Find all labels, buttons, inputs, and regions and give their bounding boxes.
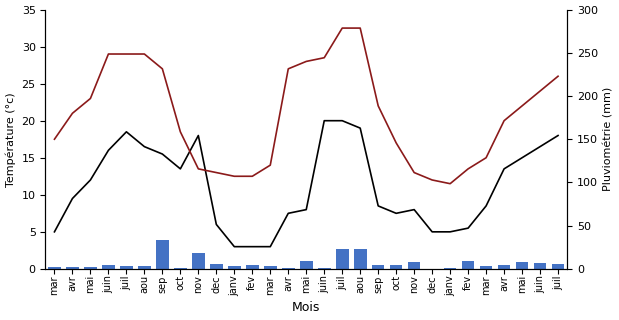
Bar	[444, 268, 456, 269]
Bar	[102, 265, 115, 269]
Y-axis label: Température (°c): Température (°c)	[6, 92, 16, 187]
Bar	[192, 253, 205, 269]
Bar	[462, 261, 474, 269]
Bar	[372, 265, 384, 269]
Bar	[264, 266, 277, 269]
Bar	[282, 268, 295, 269]
Bar	[228, 266, 241, 269]
Bar	[84, 267, 97, 269]
Bar	[354, 249, 366, 269]
Bar	[318, 268, 331, 269]
X-axis label: Mois: Mois	[292, 301, 321, 315]
Bar	[120, 266, 132, 269]
Bar	[534, 263, 547, 269]
Bar	[66, 267, 79, 269]
Bar	[48, 267, 61, 269]
Bar	[174, 268, 187, 269]
Bar	[498, 265, 511, 269]
Bar	[480, 266, 492, 269]
Bar	[408, 262, 420, 269]
Bar	[336, 249, 348, 269]
Bar	[246, 265, 259, 269]
Y-axis label: Pluviométrie (mm): Pluviométrie (mm)	[604, 87, 613, 191]
Bar	[300, 261, 313, 269]
Bar	[516, 262, 529, 269]
Bar	[210, 264, 223, 269]
Bar	[552, 264, 565, 269]
Bar	[138, 266, 150, 269]
Bar	[156, 240, 168, 269]
Bar	[390, 265, 402, 269]
